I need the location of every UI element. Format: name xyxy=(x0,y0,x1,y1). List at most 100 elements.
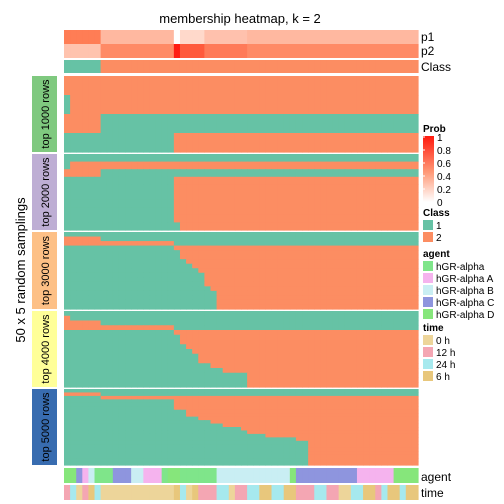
heatmap-cell xyxy=(210,416,218,421)
heatmap-cell xyxy=(94,214,102,223)
heatmap-cell xyxy=(198,413,205,418)
heatmap-cell xyxy=(387,299,395,306)
heatmap-cell xyxy=(259,295,267,301)
prob-tick-label: 0.2 xyxy=(437,185,451,196)
heatmap-cell xyxy=(289,458,297,463)
agent-annotation-cell xyxy=(82,468,90,483)
heatmap-cell xyxy=(216,277,224,283)
heatmap-cell xyxy=(82,399,90,404)
heatmap-cell xyxy=(326,295,334,301)
heatmap-cell xyxy=(381,272,389,278)
heatmap-cell xyxy=(283,461,291,466)
heatmap-cell xyxy=(186,399,193,404)
heatmap-cell xyxy=(241,437,248,442)
heatmap-cell xyxy=(82,214,90,223)
heatmap-cell xyxy=(247,447,254,452)
heatmap-cell xyxy=(82,222,90,231)
heatmap-cell xyxy=(344,199,352,208)
p1-annotation-cell xyxy=(387,30,395,44)
heatmap-cell xyxy=(186,304,193,310)
heatmap-cell xyxy=(356,311,364,317)
heatmap-cell xyxy=(332,232,340,238)
heatmap-cell xyxy=(161,245,169,251)
heatmap-cell xyxy=(112,461,120,466)
heatmap-cell xyxy=(271,334,279,341)
heatmap-cell xyxy=(112,389,120,394)
agent-annotation-cell xyxy=(344,468,352,483)
heatmap-cell xyxy=(118,236,126,242)
heatmap-cell xyxy=(186,222,193,231)
class-annotation-cell xyxy=(106,60,114,73)
heatmap-cell xyxy=(118,416,126,421)
heatmap-cell xyxy=(350,372,358,379)
heatmap-cell xyxy=(125,416,132,421)
heatmap-cell xyxy=(167,454,175,459)
heatmap-cell xyxy=(137,409,144,414)
heatmap-cell xyxy=(167,406,175,411)
heatmap-cell xyxy=(192,458,199,463)
heatmap-cell xyxy=(179,286,187,292)
heatmap-cell xyxy=(64,372,71,379)
heatmap-cell xyxy=(155,281,163,287)
heatmap-cell xyxy=(161,277,169,283)
heatmap-cell xyxy=(222,409,230,414)
heatmap-cell xyxy=(356,330,364,336)
heatmap-cell xyxy=(222,420,230,425)
heatmap-cell xyxy=(167,192,175,201)
heatmap-cell xyxy=(143,320,151,326)
heatmap-cell xyxy=(149,315,157,322)
heatmap-cell xyxy=(399,207,407,216)
heatmap-cell xyxy=(143,232,151,238)
heatmap-cell xyxy=(247,76,254,96)
heatmap-cell xyxy=(179,389,187,394)
heatmap-cell xyxy=(155,447,163,452)
heatmap-cell xyxy=(369,133,376,153)
heatmap-cell xyxy=(356,440,364,445)
heatmap-cell xyxy=(387,245,395,251)
heatmap-cell xyxy=(192,295,199,301)
heatmap-cell xyxy=(88,344,96,350)
heatmap-cell xyxy=(314,402,321,407)
heatmap-cell xyxy=(125,406,132,411)
agent-annotation-cell xyxy=(375,468,382,483)
heatmap-cell xyxy=(411,161,419,170)
heatmap-cell xyxy=(314,427,321,432)
heatmap-cell xyxy=(149,344,157,350)
class-annotation-cell xyxy=(295,60,303,73)
time-annotation-cell xyxy=(106,485,114,500)
p1-annotation-cell xyxy=(350,30,358,44)
heatmap-cell xyxy=(302,353,309,360)
heatmap-cell xyxy=(228,259,236,265)
heatmap-cell xyxy=(356,430,364,435)
heatmap-cell xyxy=(295,454,303,459)
heatmap-cell xyxy=(295,95,303,115)
heatmap-cell xyxy=(204,402,212,407)
heatmap-cell xyxy=(88,413,96,418)
heatmap-cell xyxy=(295,263,303,269)
class-annotation-cell xyxy=(405,60,413,73)
heatmap-cell xyxy=(411,406,419,411)
heatmap-cell xyxy=(186,325,193,331)
heatmap-cell xyxy=(167,377,175,383)
agent-annotation-cell xyxy=(302,468,309,483)
heatmap-cell xyxy=(314,250,321,256)
heatmap-cell xyxy=(137,207,144,216)
heatmap-cell xyxy=(131,444,138,449)
heatmap-cell xyxy=(173,440,181,445)
heatmap-cell xyxy=(302,325,309,331)
heatmap-cell xyxy=(283,433,291,438)
heatmap-cell xyxy=(332,440,340,445)
heatmap-cell xyxy=(125,447,132,452)
heatmap-cell xyxy=(100,437,108,442)
heatmap-cell xyxy=(192,268,199,274)
heatmap-cell xyxy=(289,399,297,404)
heatmap-cell xyxy=(76,259,83,265)
heatmap-cell xyxy=(222,461,230,466)
heatmap-cell xyxy=(216,427,224,432)
heatmap-cell xyxy=(387,399,395,404)
heatmap-cell xyxy=(405,315,413,322)
agent-annotation-cell xyxy=(64,468,71,483)
heatmap-cell xyxy=(228,377,236,383)
p1-annotation-cell xyxy=(399,30,407,44)
heatmap-cell xyxy=(326,353,334,360)
